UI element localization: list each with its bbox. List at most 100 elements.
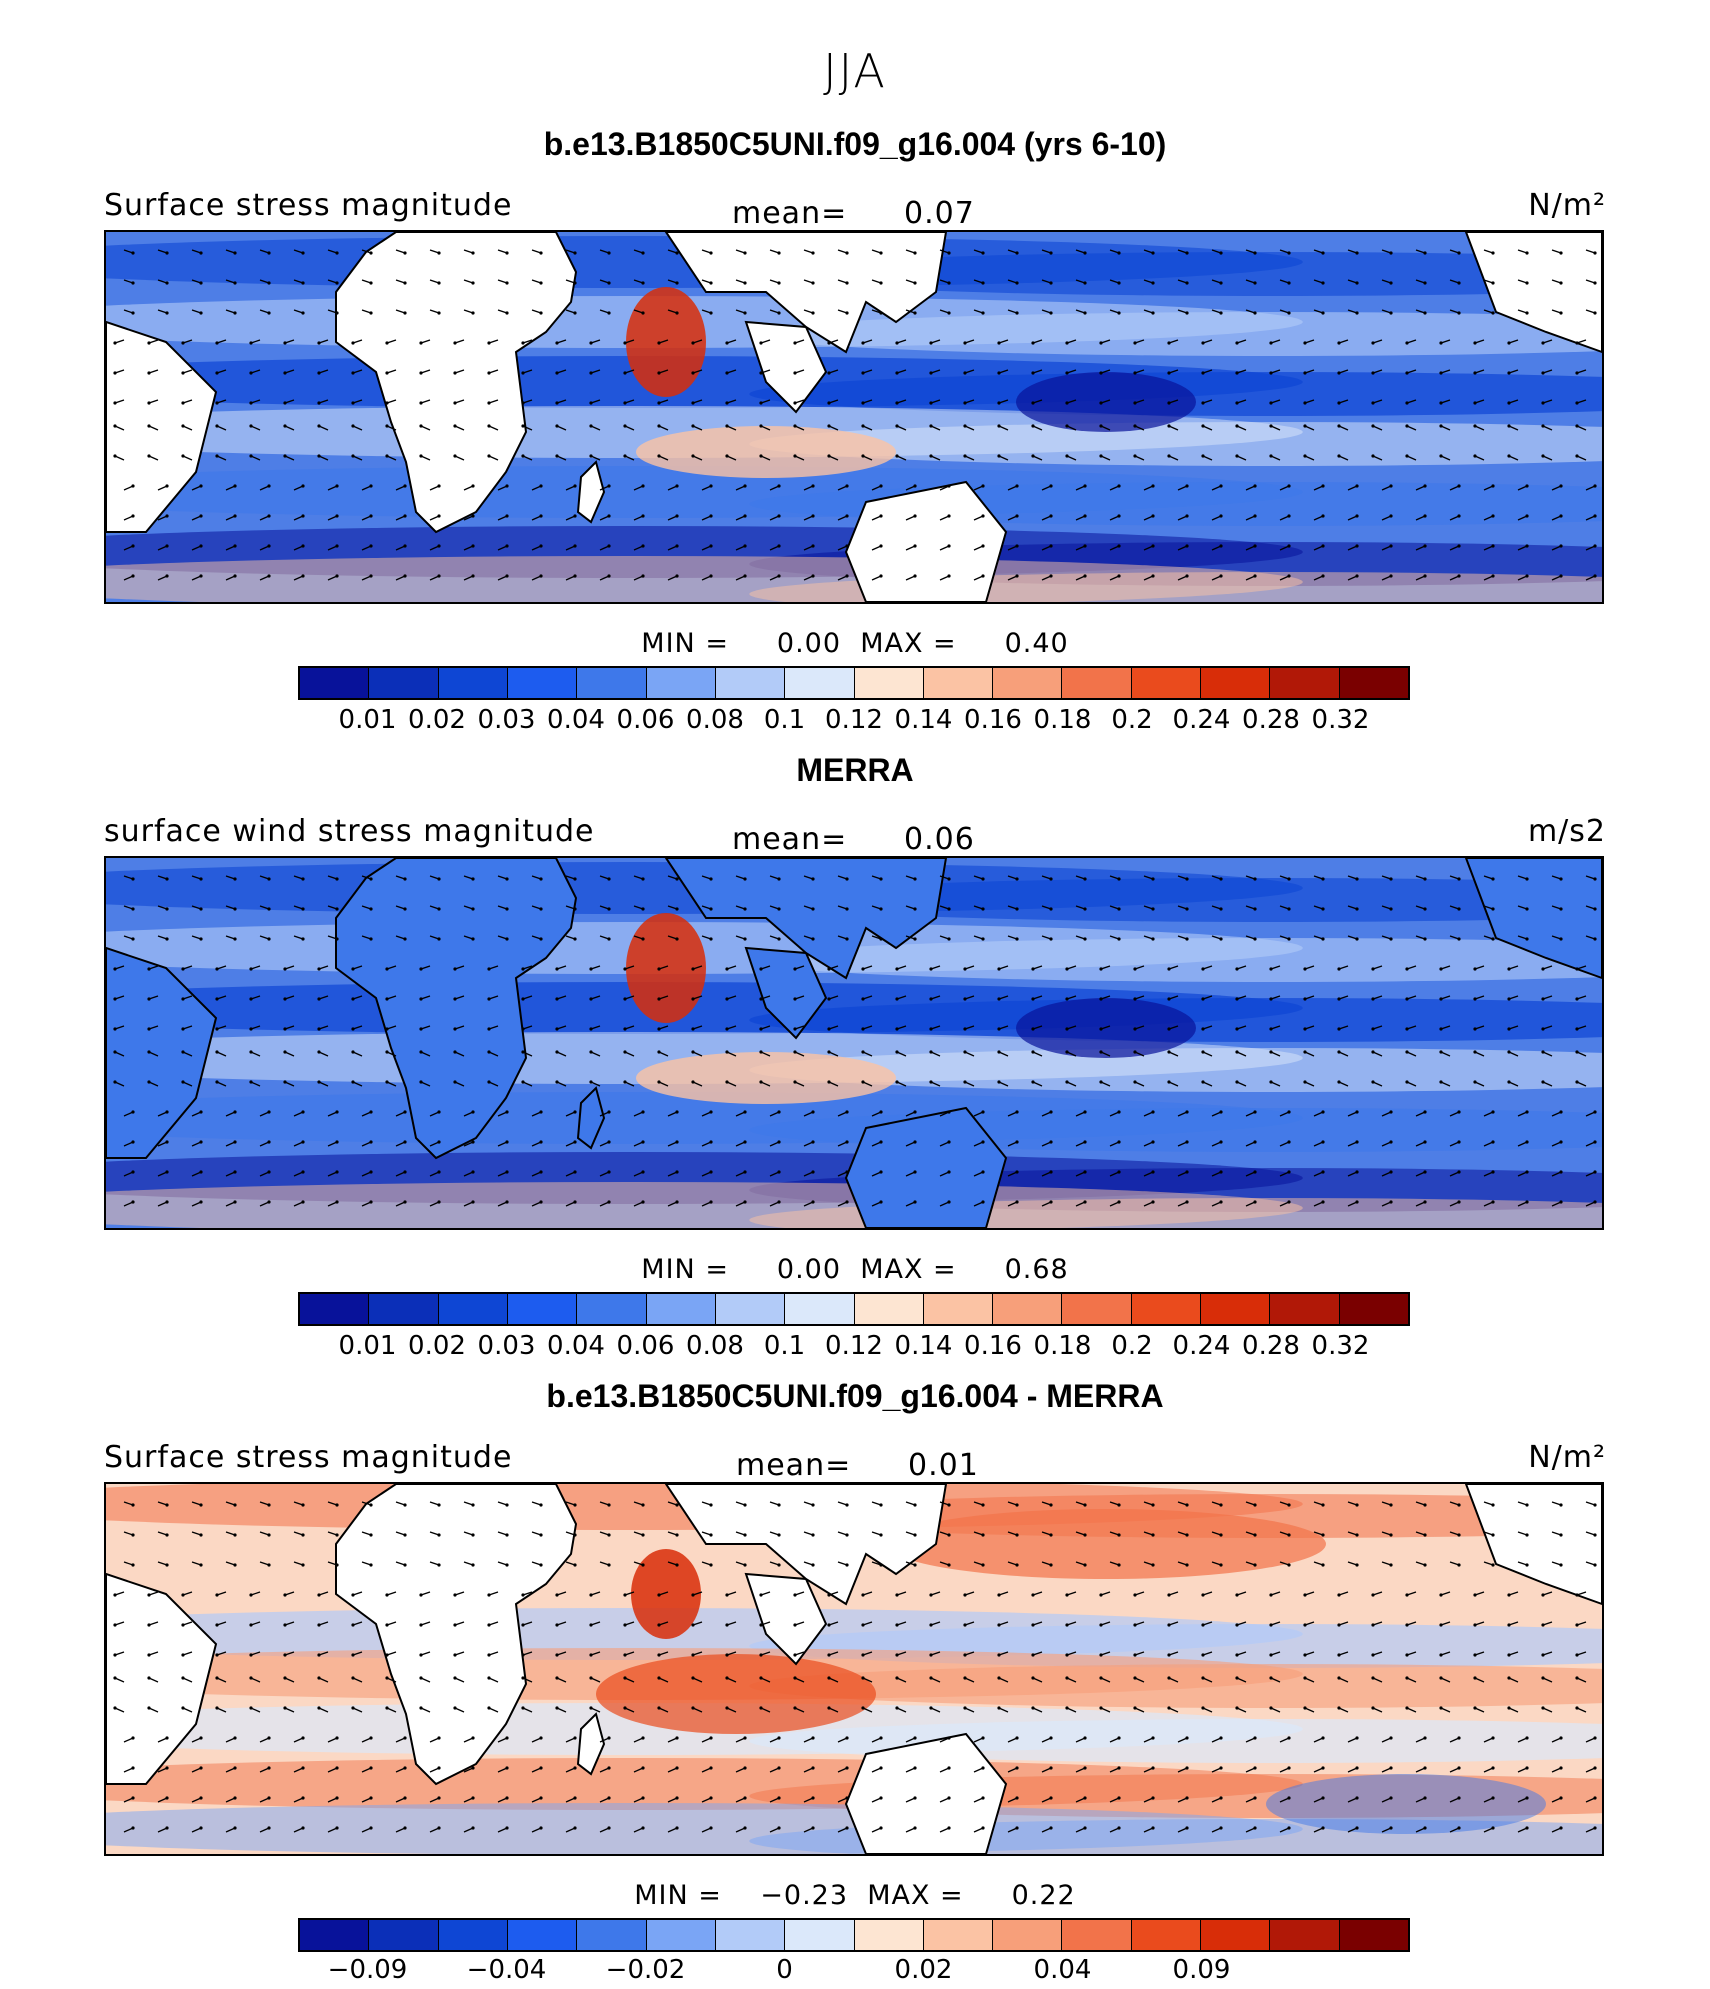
panel-1-max-label: MAX = — [860, 628, 957, 659]
colorbar-swatch — [993, 668, 1063, 698]
colorbar-tick-label: 0.1 — [763, 1331, 806, 1361]
colorbar-tick-label: 0.08 — [686, 1331, 744, 1361]
colorbar-swatch — [923, 1294, 994, 1324]
colorbar-swatch — [785, 1294, 855, 1324]
colorbar-swatch — [646, 1294, 716, 1324]
colorbar-swatch — [646, 668, 716, 698]
panel-2-map-svg — [106, 858, 1602, 1228]
colorbar-swatch — [438, 668, 508, 698]
colorbar-swatch — [369, 668, 439, 698]
colorbar-swatch — [1201, 1920, 1271, 1950]
colorbar-swatch — [300, 668, 370, 698]
colorbar-tick-label: 0.14 — [894, 705, 953, 735]
colorbar-swatch — [577, 1294, 647, 1324]
colorbar-tick-label: 0.18 — [1033, 705, 1092, 735]
colorbar-tick-label: 0.01 — [338, 1331, 397, 1361]
panel-2-min-label: MIN = — [641, 1254, 729, 1285]
colorbar-tick-label: 0.12 — [825, 705, 883, 735]
colorbar-swatch — [1062, 1920, 1132, 1950]
panel-3-colorbar — [298, 1918, 1410, 1952]
panel-3-map — [104, 1482, 1604, 1856]
colorbar-tick-label: 0.14 — [894, 1331, 953, 1361]
panel-2-colorbar-ticks: 0.01 0.02 0.03 0.04 0.06 0.08 0.1 0.12 0.14 0.16 0… — [298, 1331, 1410, 1363]
colorbar-tick-label: 0.03 — [477, 705, 536, 735]
panel-2-mean-value: 0.06 — [904, 822, 975, 857]
colorbar-swatch — [577, 1920, 647, 1950]
colorbar-tick-label: −0.02 — [605, 1955, 686, 1985]
colorbar-swatch — [300, 1920, 370, 1950]
colorbar-tick-label: 0.04 — [1033, 1955, 1092, 1985]
colorbar-tick-label: 0.02 — [408, 1331, 466, 1361]
panel-1-map-svg — [106, 232, 1602, 602]
panel-2-mean-label: mean= — [732, 822, 848, 857]
panel-3-max-label: MAX = — [867, 1880, 964, 1911]
panel-1-map — [104, 230, 1604, 604]
colorbar-swatch — [1270, 1920, 1340, 1950]
colorbar-swatch — [438, 1920, 508, 1950]
panel-3-units: N/m² — [1528, 1440, 1606, 1475]
colorbar-tick-label: 0.32 — [1311, 1331, 1370, 1361]
colorbar-swatch — [646, 1920, 716, 1950]
colorbar-tick-label: −0.04 — [466, 1955, 547, 1985]
colorbar-tick-label: 0.1 — [763, 705, 806, 735]
panel-2-variable: surface wind stress magnitude — [104, 814, 595, 849]
panel-3-minmax: MIN = −0.23 MAX = 0.22 — [0, 1880, 1710, 1911]
colorbar-tick-label: 0.04 — [547, 1331, 605, 1361]
colorbar-tick-label: 0 — [776, 1955, 793, 1985]
colorbar-swatch — [785, 1920, 855, 1950]
panel-3-min-label: MIN = — [634, 1880, 722, 1911]
colorbar-swatch — [1339, 1294, 1408, 1324]
colorbar-tick-label: 0.02 — [408, 705, 466, 735]
panel-3-mean-value: 0.01 — [908, 1448, 979, 1483]
panel-3-max-value: 0.22 — [1011, 1880, 1076, 1911]
colorbar-tick-label: 0.24 — [1172, 1331, 1231, 1361]
panel-3-min-value: −0.23 — [760, 1880, 849, 1911]
colorbar-swatch — [715, 668, 786, 698]
colorbar-swatch — [1131, 1294, 1202, 1324]
panel-2-min-value: 0.00 — [776, 1254, 842, 1285]
colorbar-swatch — [715, 1294, 786, 1324]
panel-2-title: MERRA — [796, 752, 914, 788]
colorbar-tick-label: 0.28 — [1242, 705, 1300, 735]
colorbar-tick-label: −0.09 — [327, 1955, 408, 1985]
colorbar-swatch — [785, 668, 855, 698]
colorbar-swatch — [1062, 1294, 1132, 1324]
colorbar-tick-label: 0.2 — [1111, 1331, 1153, 1361]
panel-1-min-label: MIN = — [641, 628, 729, 659]
colorbar-swatch — [1062, 668, 1132, 698]
colorbar-swatch — [1201, 668, 1271, 698]
colorbar-tick-label: 0.04 — [547, 705, 605, 735]
colorbar-swatch — [1201, 1294, 1271, 1324]
colorbar-tick-label: 0.2 — [1111, 705, 1153, 735]
colorbar-tick-label: 0.28 — [1242, 1331, 1300, 1361]
colorbar-tick-label: 0.03 — [477, 1331, 536, 1361]
panel-3-title: b.e13.B1850C5UNI.f09_g16.004 - MERRA — [546, 1378, 1164, 1414]
colorbar-tick-label: 0.24 — [1172, 705, 1231, 735]
colorbar-swatch — [854, 1920, 924, 1950]
panel-3-mean-label: mean= — [736, 1448, 852, 1483]
colorbar-swatch — [1270, 1294, 1340, 1324]
panel-3-variable: Surface stress magnitude — [104, 1440, 513, 1475]
colorbar-swatch — [923, 668, 994, 698]
colorbar-swatch — [507, 668, 578, 698]
colorbar-swatch — [507, 1920, 578, 1950]
panel-1-min-value: 0.00 — [776, 628, 842, 659]
colorbar-swatch — [1131, 1920, 1202, 1950]
colorbar-tick-label: 0.16 — [964, 1331, 1022, 1361]
colorbar-tick-label: 0.12 — [825, 1331, 883, 1361]
colorbar-swatch — [923, 1920, 994, 1950]
panel-1-units: N/m² — [1528, 188, 1606, 223]
colorbar-swatch — [507, 1294, 578, 1324]
panel-3-map-svg — [106, 1484, 1602, 1854]
colorbar-swatch — [854, 668, 924, 698]
colorbar-swatch — [715, 1920, 786, 1950]
colorbar-swatch — [1131, 668, 1202, 698]
panel-1-variable: Surface stress magnitude — [104, 188, 513, 223]
colorbar-swatch — [1339, 668, 1408, 698]
colorbar-swatch — [993, 1294, 1063, 1324]
colorbar-tick-label: 0.06 — [616, 705, 675, 735]
panel-1-colorbar-ticks: 0.01 0.02 0.03 0.04 0.06 0.08 0.1 0.12 0.14 0.16 0… — [298, 705, 1410, 737]
colorbar-swatch — [300, 1294, 370, 1324]
panel-1-max-value: 0.40 — [1004, 628, 1069, 659]
colorbar-tick-label: 0.06 — [616, 1331, 675, 1361]
